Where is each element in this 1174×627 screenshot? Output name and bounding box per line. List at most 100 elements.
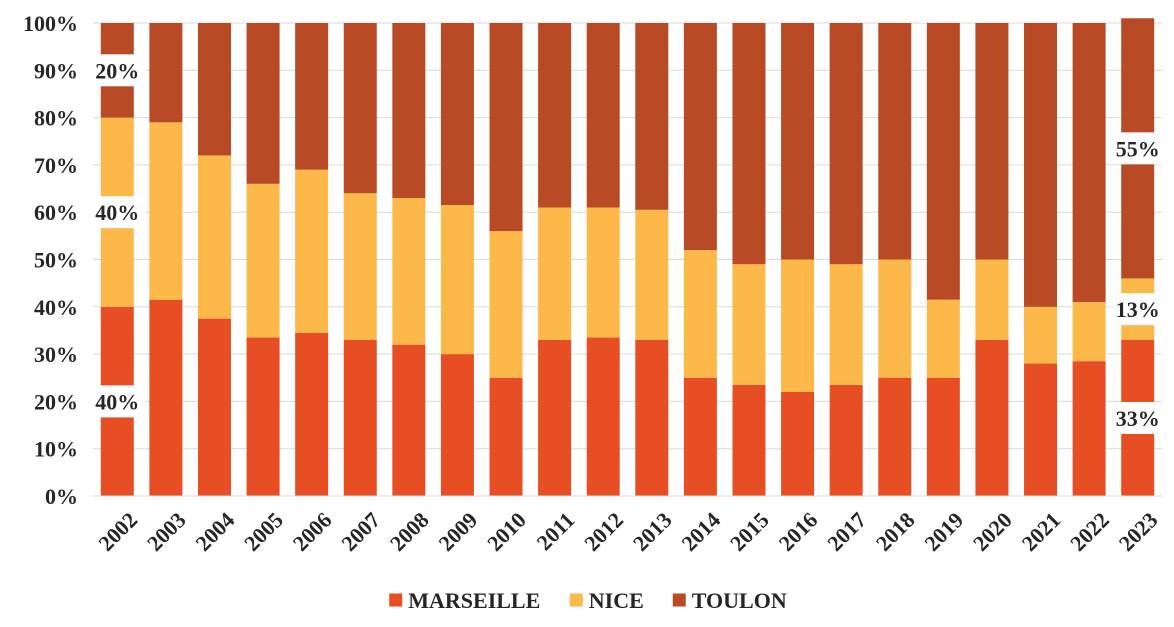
y-tick-label: 30% (34, 342, 78, 367)
bar-toulon-2007 (343, 23, 377, 194)
bar-nice-2010 (489, 231, 523, 378)
bar-toulon-2019 (926, 23, 960, 300)
bar-marseille-2022 (1072, 361, 1106, 496)
x-axis: 2002 2003 2004 2005 2006 2007 2008 2009 2010 2011… (93, 495, 1163, 556)
bar-nice-2005 (246, 183, 280, 338)
bar-nice-2022 (1072, 302, 1106, 362)
bar-nice-2019 (926, 299, 960, 378)
bar-marseille-2010 (489, 377, 523, 496)
bar-nice-2012 (586, 207, 620, 338)
bar-marseille-2020 (975, 339, 1009, 496)
bar-nice-2008 (392, 198, 426, 345)
bar-toulon-2020 (975, 23, 1009, 260)
y-tick-label: 10% (34, 437, 78, 462)
y-axis: 0% 10% 20% 30% 40% 50% 60% 70% 80% 90% 100% (23, 11, 78, 509)
y-tick-label: 40% (34, 295, 78, 320)
legend-label-toulon: TOULON (692, 588, 787, 613)
bar-toulon-2013 (635, 23, 669, 210)
data-label-marseille-2023: 33% (1116, 406, 1160, 431)
legend-label-marseille: MARSEILLE (408, 588, 540, 613)
x-tick-label: 2008 (385, 507, 434, 556)
data-label-toulon-2023: 55% (1116, 136, 1160, 161)
bar-toulon-2004 (197, 23, 231, 156)
y-tick-label: 70% (34, 153, 78, 178)
y-tick-label: 90% (34, 58, 78, 83)
bar-nice-2007 (343, 193, 377, 340)
data-label-box (1109, 293, 1166, 326)
bar-nice-2003 (149, 122, 183, 300)
legend-swatch-marseille (389, 593, 403, 607)
bar-marseille-2015 (732, 384, 766, 496)
bar-toulon-2016 (781, 23, 815, 260)
bar-nice-2004 (197, 155, 231, 319)
bar-marseille-2003 (149, 299, 183, 496)
x-tick-label: 2023 (1114, 507, 1163, 556)
bar-toulon-2011 (538, 23, 572, 208)
data-label-box (1109, 401, 1166, 434)
bar-marseille-2004 (197, 318, 231, 496)
bar-toulon-2008 (392, 23, 426, 199)
bar-toulon-2015 (732, 23, 766, 265)
bar-marseille-2018 (878, 377, 912, 496)
x-tick-label: 2016 (774, 507, 823, 556)
x-tick-label: 2020 (968, 507, 1017, 556)
legend-swatch-nice (569, 593, 583, 607)
data-label-box (89, 385, 146, 418)
bar-toulon-2010 (489, 23, 523, 232)
bar-toulon-2012 (586, 23, 620, 208)
y-tick-label: 100% (23, 11, 78, 36)
bar-toulon-2005 (246, 23, 280, 184)
y-tick-label: 80% (34, 106, 78, 131)
bar-nice-2018 (878, 259, 912, 378)
bar-marseille-2017 (829, 384, 863, 496)
bar-toulon-2017 (829, 23, 863, 265)
x-tick-label: 2013 (628, 507, 677, 556)
bar-toulon-2018 (878, 23, 912, 260)
bar-marseille-2007 (343, 339, 377, 496)
x-tick-label: 2004 (191, 507, 240, 556)
bar-marseille-2011 (538, 339, 572, 496)
x-tick-label: 2022 (1065, 507, 1114, 556)
x-tick-label: 2007 (336, 507, 385, 556)
x-tick-label: 2003 (142, 507, 191, 556)
x-tick-label: 2018 (871, 507, 920, 556)
x-tick-label: 2012 (579, 507, 628, 556)
x-tick-label: 2019 (919, 507, 968, 556)
bar-nice-2020 (975, 259, 1009, 340)
bar-marseille-2014 (683, 377, 717, 496)
bar-nice-2016 (781, 259, 815, 392)
y-tick-label: 50% (34, 248, 78, 273)
bar-nice-2017 (829, 264, 863, 385)
bar-toulon-2003 (149, 23, 183, 123)
data-label-nice-2023: 13% (1116, 297, 1160, 322)
bar-nice-2009 (440, 205, 474, 355)
bar-marseille-2006 (295, 332, 329, 496)
data-label-nice-2002: 40% (95, 200, 139, 225)
data-label-box (89, 196, 146, 229)
y-tick-label: 20% (34, 389, 78, 414)
bar-marseille-2013 (635, 339, 669, 496)
x-tick-label: 2002 (93, 507, 142, 556)
bar-marseille-2008 (392, 344, 426, 496)
data-label-marseille-2002: 40% (95, 389, 139, 414)
bar-nice-2006 (295, 169, 329, 333)
y-tick-label: 60% (34, 200, 78, 225)
x-tick-label: 2011 (532, 507, 580, 555)
bar-marseille-2016 (781, 391, 815, 496)
x-tick-label: 2015 (725, 507, 774, 556)
data-labels: 40% 40% 20% 33% 13% 55% (89, 54, 1166, 434)
bar-toulon-2022 (1072, 23, 1106, 303)
x-tick-label: 2014 (676, 507, 725, 556)
x-tick-label: 2006 (288, 507, 337, 556)
data-label-box (89, 54, 146, 87)
bar-toulon-2009 (440, 23, 474, 206)
bar-toulon-2014 (683, 23, 717, 251)
data-label-toulon-2002: 20% (95, 58, 139, 83)
bar-nice-2013 (635, 209, 669, 340)
bar-nice-2015 (732, 264, 766, 385)
x-tick-label: 2005 (239, 507, 288, 556)
data-label-box (1109, 132, 1166, 165)
bar-marseille-2009 (440, 354, 474, 496)
bar-marseille-2019 (926, 377, 960, 496)
